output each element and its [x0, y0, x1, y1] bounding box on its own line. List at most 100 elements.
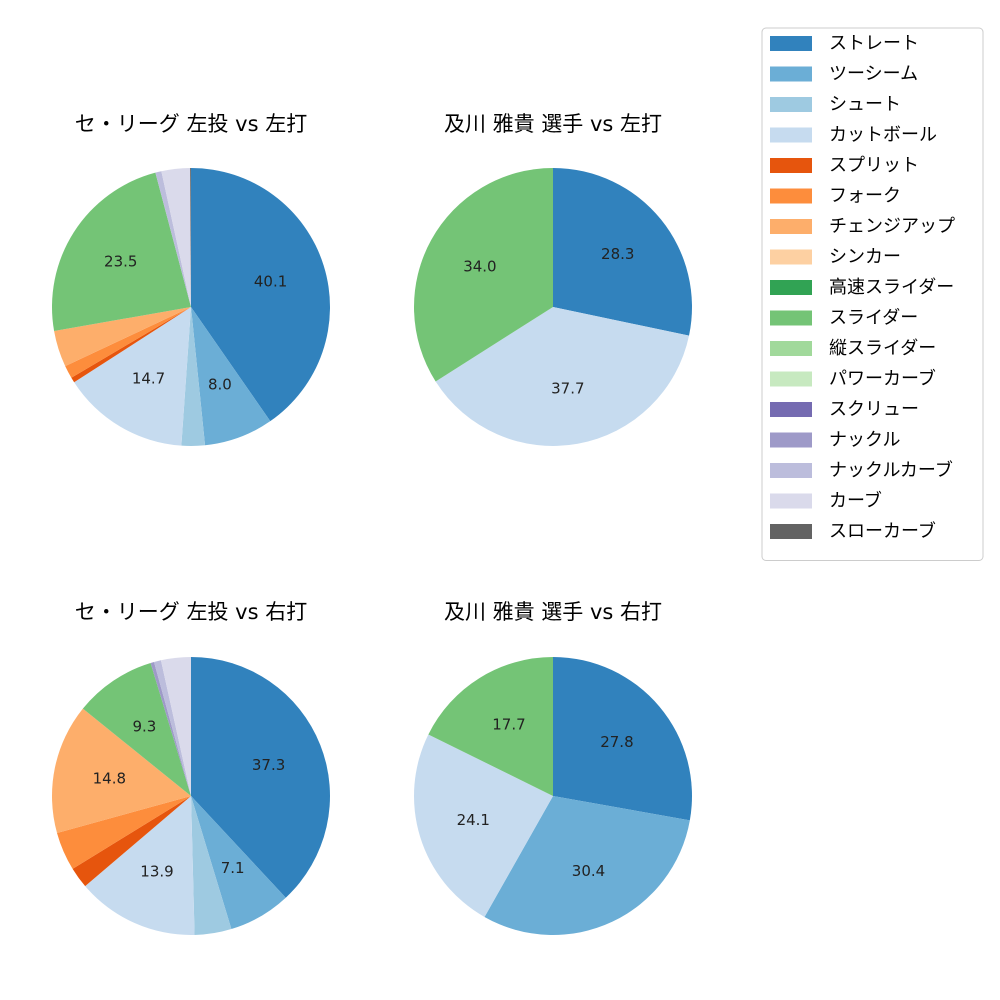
slice-value-label: 27.8	[600, 733, 633, 751]
slice-value-label: 17.7	[492, 716, 525, 734]
legend-label: ナックル	[829, 430, 900, 451]
legend-swatch	[770, 66, 812, 82]
legend-label: チェンジアップ	[829, 216, 955, 237]
pie-slice	[150, 662, 191, 796]
legend-swatch	[770, 463, 812, 478]
legend-swatch	[770, 188, 812, 204]
pie-slice	[191, 307, 271, 446]
legend-label: スライダー	[829, 308, 918, 329]
legend-swatch	[770, 371, 812, 387]
pie-slice	[181, 307, 206, 446]
legend-swatch	[770, 127, 812, 143]
pie-slice	[72, 796, 191, 887]
slice-value-label: 14.7	[132, 369, 165, 387]
pie-slice	[54, 307, 192, 367]
slice-value-label: 8.0	[208, 376, 232, 394]
legend-label: シンカー	[829, 247, 901, 268]
pie-slice	[191, 657, 330, 898]
pie-slice	[160, 657, 191, 796]
slice-value-label: 7.1	[221, 859, 245, 877]
pie-slice	[414, 168, 553, 382]
pie-slice	[51, 172, 191, 332]
legend-swatch	[770, 341, 812, 356]
slice-value-label: 37.3	[252, 756, 285, 774]
legend-swatch	[770, 402, 812, 417]
legend-item: スクリュー	[770, 399, 919, 420]
slice-value-label: 40.1	[254, 273, 287, 291]
pie-slice	[191, 796, 232, 935]
legend-item: カーブ	[770, 490, 882, 512]
legend-label: スプリット	[829, 155, 919, 176]
chart-title: 及川 雅貴 選手 vs 右打	[444, 600, 662, 624]
legend-label: ツーシーム	[829, 64, 918, 85]
legend-label: 高速スライダー	[829, 277, 954, 298]
pie-slice	[57, 796, 192, 869]
pie-slice	[191, 796, 286, 929]
pie-slice	[191, 168, 330, 422]
pie-slice	[553, 657, 692, 821]
pie-chart-1: セ・リーグ 左投 vs 左打 40.1 8.0 14.7 23.5	[51, 112, 330, 446]
legend-item: ナックルカーブ	[770, 459, 953, 481]
legend-item: フォーク	[770, 186, 901, 207]
pie-slice	[155, 171, 191, 307]
legend-swatch	[770, 493, 812, 509]
legend-item: 高速スライダー	[770, 277, 954, 298]
legend-swatch	[770, 158, 812, 173]
chart-title: セ・リーグ 左投 vs 左打	[75, 112, 307, 136]
pie-slice	[190, 167, 191, 307]
legend-label: フォーク	[829, 186, 901, 207]
legend-swatch	[770, 249, 812, 265]
legend-swatch	[770, 524, 812, 539]
pie-slice	[435, 307, 690, 446]
legend-label: パワーカーブ	[829, 368, 936, 390]
legend-label: スローカーブ	[829, 520, 936, 542]
legend-label: ストレート	[829, 33, 919, 54]
legend-item: 縦スライダー	[770, 338, 936, 359]
slice-value-label: 37.7	[551, 380, 584, 398]
slice-value-label: 23.5	[104, 253, 137, 271]
pie-slice	[51, 708, 191, 833]
pie-slice	[74, 307, 191, 446]
legend-label: 縦スライダー	[829, 338, 936, 359]
pie-slice	[161, 168, 191, 307]
legend-swatch	[770, 280, 812, 295]
legend-frame	[761, 27, 984, 561]
pie-slice	[71, 307, 191, 383]
chart-title: 及川 雅貴 選手 vs 左打	[444, 112, 662, 136]
pie-chart-2: 及川 雅貴 選手 vs 左打 28.3 37.7 34.0	[414, 112, 692, 446]
legend-item: スローカーブ	[770, 520, 936, 542]
legend-item: ストレート	[770, 33, 919, 54]
pie-slice	[85, 796, 195, 935]
slice-value-label: 28.3	[601, 245, 634, 263]
legend-label: カットボール	[829, 125, 937, 146]
legend-swatch	[770, 432, 812, 448]
legend-label: スクリュー	[829, 399, 919, 420]
slice-value-label: 30.4	[572, 862, 605, 880]
pie-slice	[484, 796, 690, 936]
legend-item: スライダー	[770, 308, 918, 329]
legend-swatch	[770, 36, 812, 51]
legend-label: カーブ	[829, 490, 882, 512]
legend-label: ナックルカーブ	[829, 459, 953, 481]
legend-item: パワーカーブ	[770, 368, 936, 390]
legend-item: ナックル	[770, 430, 900, 451]
pie-slice	[82, 663, 191, 796]
pie-slice	[428, 657, 553, 796]
slice-value-label: 34.0	[463, 257, 496, 275]
legend-swatch	[770, 310, 812, 326]
legend: ストレートツーシームシュートカットボールスプリットフォークチェンジアップシンカー…	[761, 27, 984, 561]
pie-slice	[414, 734, 553, 917]
pie-slice	[65, 307, 191, 378]
legend-item: シンカー	[770, 247, 901, 268]
pie-slice	[553, 168, 692, 336]
pie-chart-4: 及川 雅貴 選手 vs 右打 27.8 30.4 24.1 17.7	[414, 600, 692, 936]
slice-value-label: 13.9	[140, 863, 173, 881]
legend-item: スプリット	[770, 155, 919, 176]
chart-title: セ・リーグ 左投 vs 右打	[75, 600, 307, 624]
legend-label: シュート	[829, 94, 901, 115]
legend-item: チェンジアップ	[770, 216, 955, 237]
legend-item: ツーシーム	[770, 64, 918, 85]
legend-item: カットボール	[770, 125, 937, 146]
legend-swatch	[770, 219, 812, 234]
